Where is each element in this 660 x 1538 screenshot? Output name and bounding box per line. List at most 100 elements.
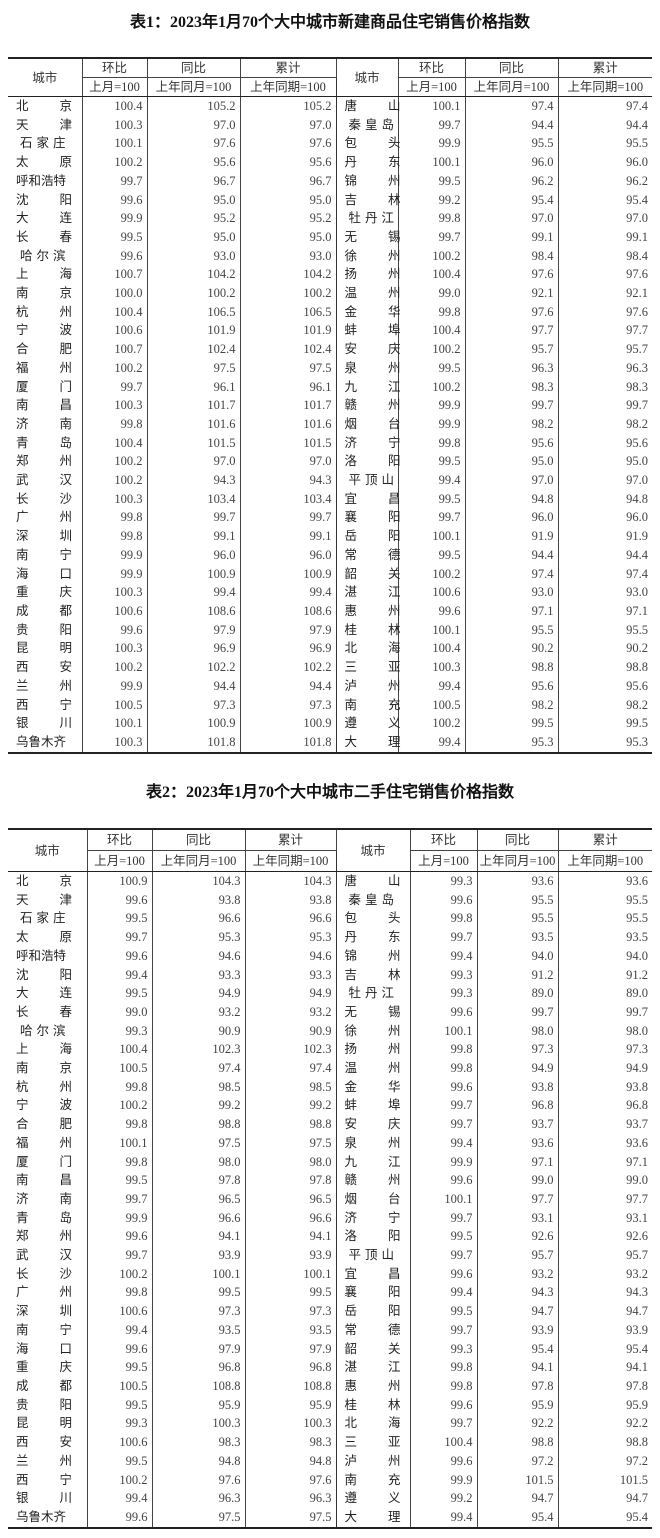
cumulative-value: 97.0: [239, 115, 336, 135]
month-on-month-value: 99.5: [86, 984, 152, 1003]
cumulative-value: 93.9: [557, 1320, 652, 1340]
month-on-month-value: 100.1: [397, 96, 465, 116]
city-cell: 武汉: [8, 471, 82, 490]
month-on-month-value: 99.5: [397, 171, 465, 191]
month-on-month-value: 100.6: [397, 583, 465, 602]
month-on-month-value: 99.4: [409, 1283, 477, 1303]
city-cell: 天津: [8, 891, 87, 910]
month-on-month-value: 99.6: [81, 246, 147, 266]
table2-title: 表2：2023年1月70个大中城市二手住宅销售价格指数: [145, 784, 514, 801]
month-on-month-value: 100.2: [86, 1264, 152, 1284]
cumulative-value: 99.1: [239, 527, 336, 546]
city-name: 兰州: [16, 678, 72, 693]
month-on-month-value: 99.6: [81, 620, 147, 640]
cumulative-value: 93.6: [557, 871, 652, 891]
city-cell: 呼和浩特: [8, 172, 82, 191]
cumulative-value: 95.0: [239, 190, 336, 210]
city-name: 泉州: [344, 1135, 401, 1150]
table-row: 合肥 99.8 98.8 98.8 安庆 99.7 93.7 93.7: [8, 1115, 652, 1134]
city-cell: 兰州: [8, 1452, 87, 1471]
month-on-month-value: 100.6: [81, 601, 147, 621]
year-on-year-value: 101.5: [146, 433, 240, 453]
city-cell: 唐山: [335, 871, 410, 891]
month-on-month-value: 99.7: [397, 508, 465, 528]
year-on-year-value: 100.9: [146, 564, 240, 584]
table-row: 重庆 100.3 99.4 99.4 湛江 100.6 93.0 93.0: [8, 583, 652, 602]
cumulative-value: 94.3: [239, 471, 336, 490]
table-row: 昆明 100.3 96.9 96.9 北海 100.4 90.2 90.2: [8, 639, 652, 659]
year-on-year-value: 95.7: [476, 1246, 558, 1265]
year-on-year-value: 95.5: [464, 620, 558, 640]
year-on-year-value: 108.8: [151, 1376, 245, 1396]
cumulative-value: 96.3: [244, 1489, 336, 1508]
year-on-year-value: 99.7: [464, 396, 558, 415]
city-cell: 昆明: [8, 1414, 87, 1433]
city-cell: 合肥: [8, 340, 82, 359]
year-on-year-value: 103.4: [146, 489, 240, 509]
month-on-month-value: 99.6: [409, 1264, 477, 1284]
month-on-month-value: 99.6: [397, 601, 465, 621]
month-on-month-value: 99.7: [86, 1189, 152, 1209]
year-on-year-value: 89.0: [476, 984, 558, 1003]
month-on-month-value: 100.5: [81, 695, 147, 715]
year-on-year-value: 100.1: [151, 1264, 245, 1284]
year-on-year-value: 97.1: [464, 601, 558, 621]
city-cell: 重庆: [8, 1358, 87, 1377]
year-on-year-value: 95.2: [146, 209, 240, 228]
city-name: 北京: [16, 874, 72, 888]
year-on-year-value: 98.2: [464, 414, 558, 434]
year-on-year-value: 108.6: [146, 601, 240, 621]
cumulative-value: 105.2: [239, 96, 336, 116]
city-cell: 宁波: [8, 1096, 87, 1115]
cumulative-value: 100.1: [244, 1264, 336, 1284]
city-cell: 湛江: [335, 583, 401, 602]
month-on-month-value: 99.5: [86, 1358, 152, 1377]
city-cell: 吉林: [335, 190, 401, 210]
cumulative-value: 97.5: [244, 1133, 336, 1153]
table-row: 宁波 100.2 99.2 99.2 蚌埠 99.7 96.8 96.8: [8, 1096, 652, 1116]
city-cell: 洛阳: [335, 452, 401, 472]
cumulative-value: 104.3: [244, 871, 336, 891]
table-row: 兰州 99.9 94.4 94.4 泸州 99.4 95.6 95.6: [8, 676, 652, 696]
city-name: 青岛: [16, 1210, 72, 1225]
year-on-year-value: 100.2: [146, 284, 240, 303]
city-name: 深圳: [16, 1304, 72, 1319]
month-on-month-value: 100.6: [81, 321, 147, 341]
city-cell: 蚌埠: [335, 1096, 410, 1116]
city-name: 天津: [16, 117, 72, 132]
city-name: 广州: [16, 510, 72, 525]
year-on-year-value: 91.2: [476, 965, 558, 985]
city-name: 洛阳: [344, 1229, 401, 1244]
year-on-year-value: 106.5: [146, 302, 240, 322]
city-name: 无锡: [344, 229, 401, 244]
year-on-year-value: 97.8: [476, 1376, 558, 1396]
city-name: 长沙: [16, 1266, 72, 1281]
city-name: 襄阳: [344, 510, 401, 525]
cumulative-value: 99.4: [239, 583, 336, 602]
table-row: 长沙 100.2 100.1 100.1 宜昌 99.6 93.2 93.2: [8, 1264, 652, 1284]
year-on-year-value: 95.4: [476, 1339, 558, 1359]
city-name: 湛江: [344, 1360, 401, 1375]
city-cell: 平顶山: [335, 1246, 410, 1265]
city-name: 北海: [344, 641, 401, 656]
cumulative-value: 90.2: [557, 639, 652, 659]
city-name: 泉州: [344, 360, 401, 375]
year-on-year-value: 96.0: [464, 153, 558, 172]
city-cell: 锦州: [335, 171, 401, 191]
cumulative-value: 94.1: [557, 1358, 652, 1377]
table-row: 石家庄 99.5 96.6 96.6 包头 99.8 95.5 95.5: [8, 909, 652, 929]
city-cell: 扬州: [335, 1040, 410, 1060]
table-row: 厦门 99.7 96.1 96.1 九江 100.2 98.3 98.3: [8, 377, 652, 397]
year-on-year-value: 99.1: [464, 227, 558, 247]
cumulative-value: 96.6: [244, 1208, 336, 1228]
tongbi-base-header: 上年同月=100: [464, 77, 559, 97]
city-name: 海口: [16, 566, 72, 581]
month-on-month-value: 99.6: [409, 1077, 477, 1097]
cumulative-value: 94.9: [557, 1059, 652, 1078]
city-name: 福州: [16, 1135, 72, 1150]
cumulative-value: 98.0: [244, 1152, 336, 1172]
year-on-year-value: 96.5: [151, 1189, 245, 1209]
city-name: 重庆: [16, 585, 72, 600]
year-on-year-value: 99.7: [146, 508, 240, 528]
city-cell: 哈尔滨: [8, 247, 82, 266]
